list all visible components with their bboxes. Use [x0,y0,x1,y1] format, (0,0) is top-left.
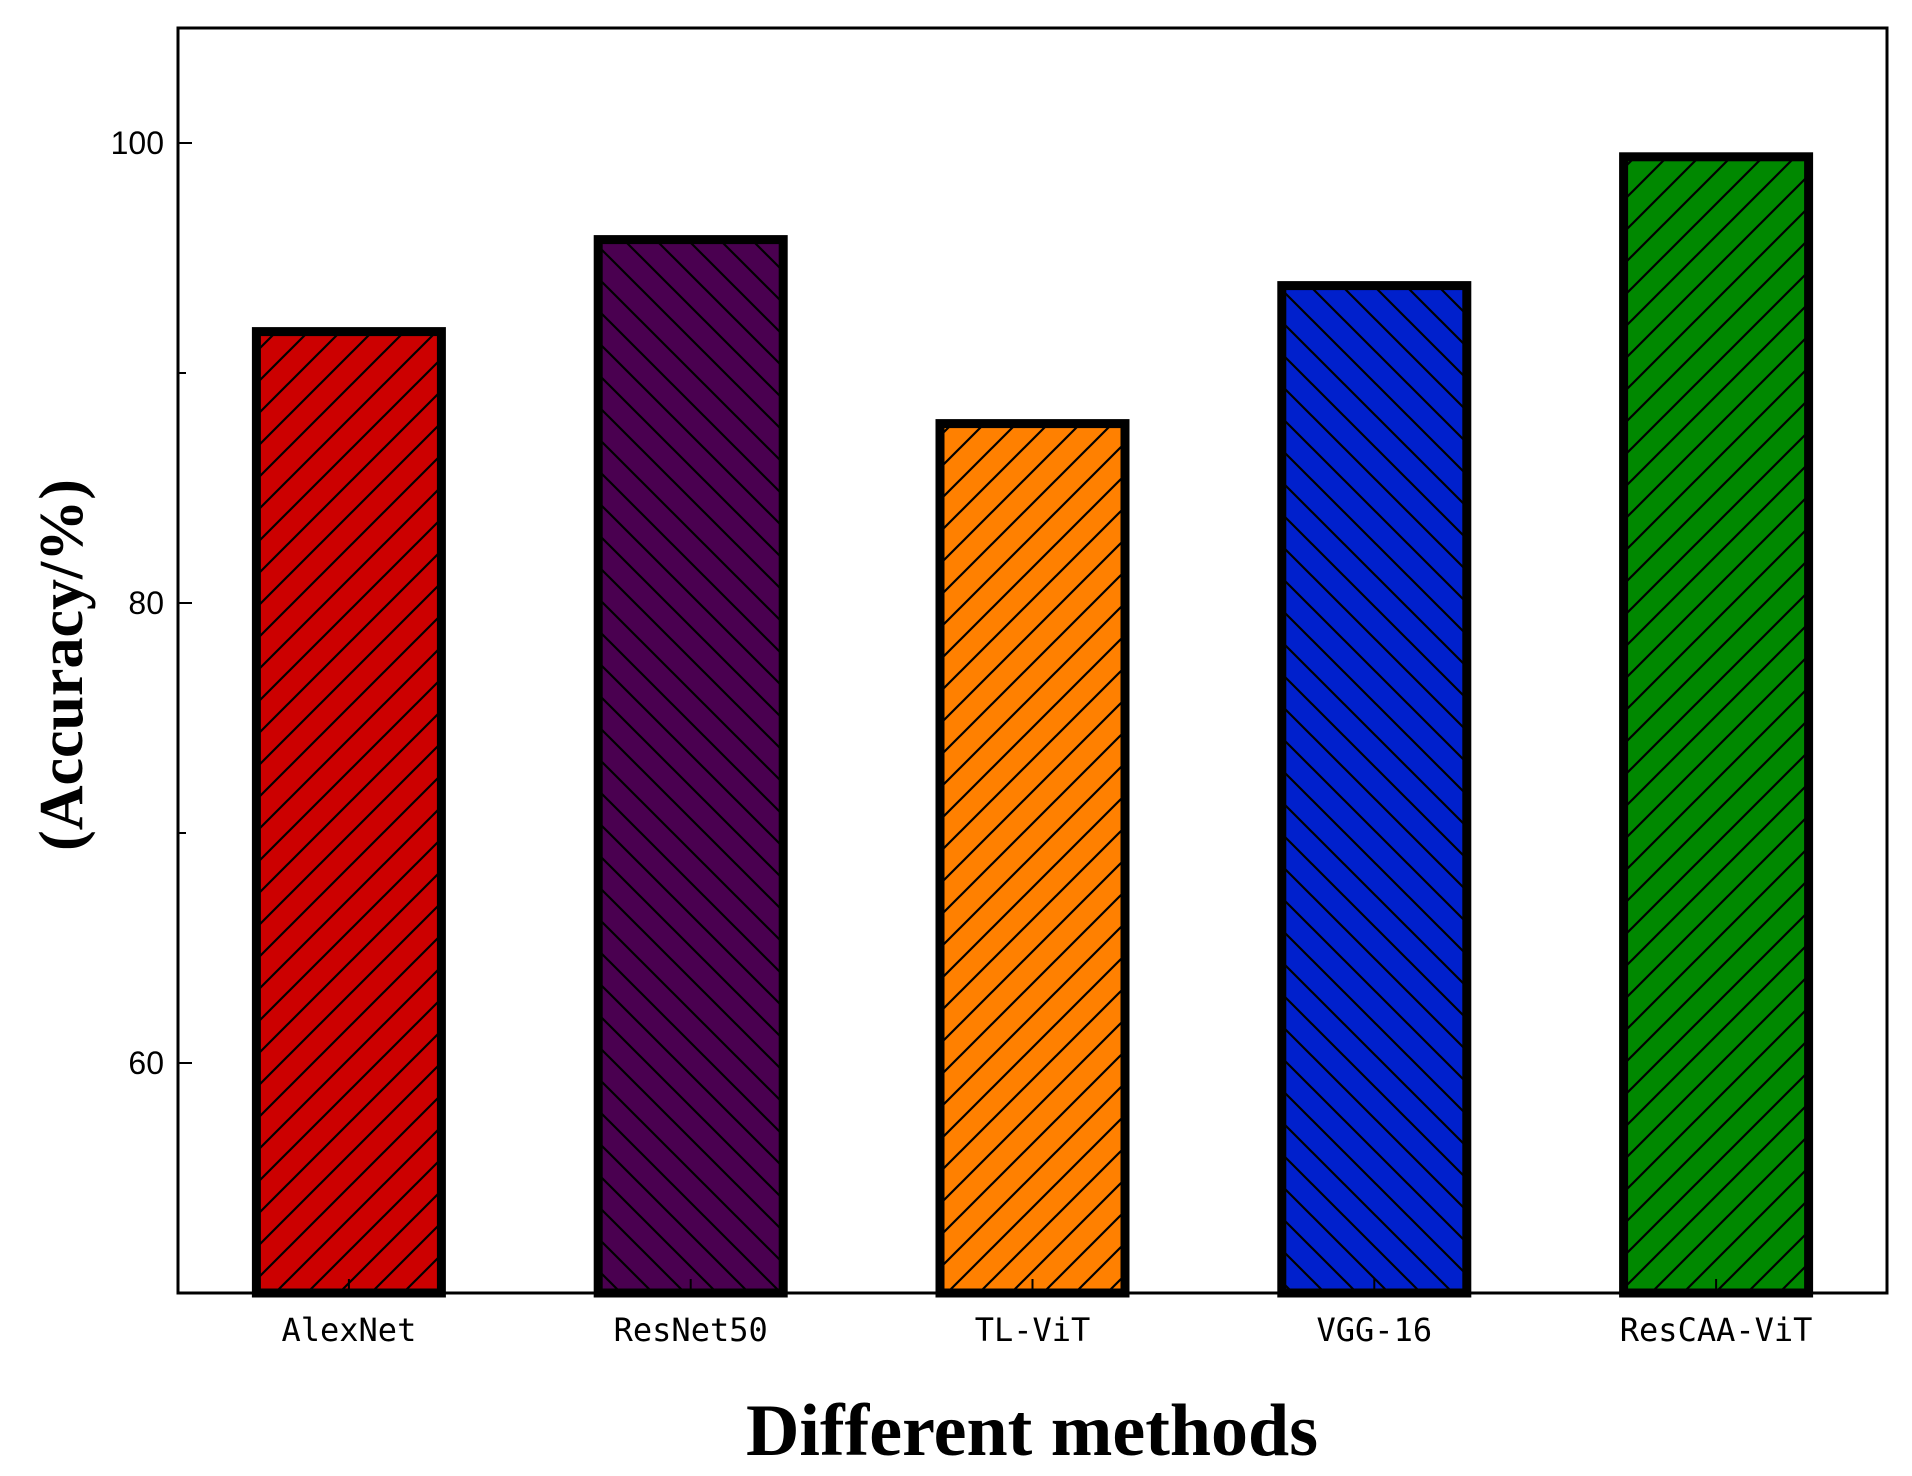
y-tick-label: 60 [128,1045,164,1081]
x-tick-label: ResNet50 [614,1311,768,1349]
bars-layer [251,152,1814,1298]
bar-tl-vit [935,419,1130,1298]
bar-rescaa-vit [1619,152,1814,1298]
x-axis-title: Different methods [746,1390,1318,1472]
x-tick-label: ResCAA-ViT [1620,1311,1813,1349]
x-axis: AlexNet ResNet50 TL-ViT VGG-16 ResCAA-ViT [281,1279,1812,1349]
x-tick-label: TL-ViT [975,1311,1091,1349]
y-axis-title: (Accuracy/%) [28,479,96,851]
bar-vgg-16 [1277,281,1472,1298]
x-tick-label: AlexNet [281,1311,416,1349]
y-tick-label: 80 [128,585,164,621]
y-tick-label: 100 [111,125,164,161]
y-axis: 60 80 100 [111,125,192,1081]
x-tick-label: VGG-16 [1317,1311,1433,1349]
bar-alexnet [251,327,446,1298]
bar-resnet50 [593,235,788,1298]
